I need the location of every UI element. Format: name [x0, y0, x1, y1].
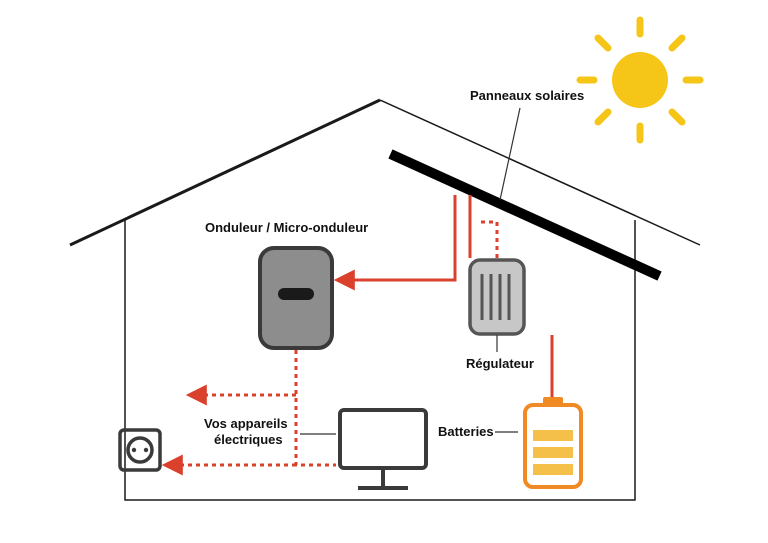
- flow-regulator-dotted: [480, 222, 497, 258]
- regulator-label: Régulateur: [466, 356, 534, 371]
- devices-label-1: Vos appareils: [204, 416, 288, 431]
- batteries-label: Batteries: [438, 424, 494, 439]
- batteries: Batteries: [438, 397, 581, 487]
- flow-panel-to-inverter: [338, 195, 455, 280]
- inverter-label: Onduleur / Micro-onduleur: [205, 220, 368, 235]
- house-outline: [70, 100, 700, 500]
- regulator: Régulateur: [466, 260, 534, 371]
- solar-panels: Panneaux solaires: [395, 88, 655, 274]
- sun-icon: [580, 20, 700, 140]
- monitor-icon: [340, 410, 426, 488]
- outlet-icon: [120, 430, 160, 470]
- inverter: Onduleur / Micro-onduleur: [205, 220, 368, 348]
- flow-inverter-to-devices: [166, 350, 336, 465]
- panels-label: Panneaux solaires: [470, 88, 584, 103]
- devices-label-2: électriques: [214, 432, 283, 447]
